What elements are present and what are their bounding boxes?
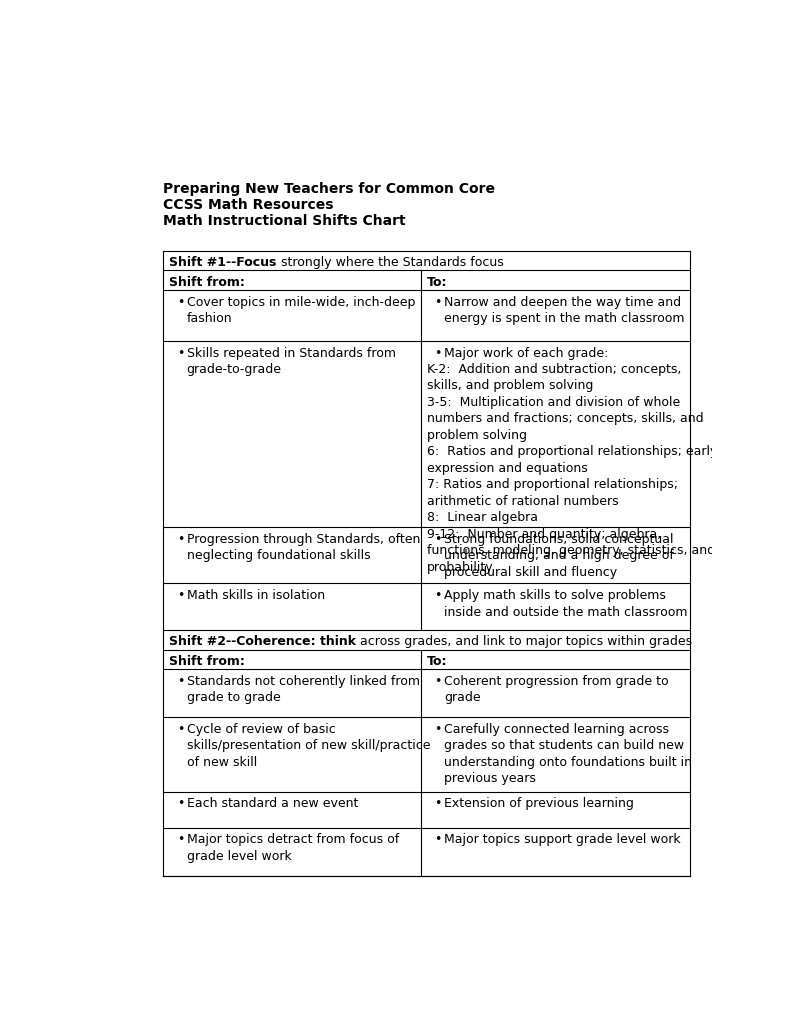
Text: strongly where the Standards focus: strongly where the Standards focus	[277, 256, 504, 269]
Text: •: •	[434, 532, 441, 546]
Text: Shift #2--Coherence: think: Shift #2--Coherence: think	[169, 635, 357, 648]
Text: Math skills in isolation: Math skills in isolation	[187, 589, 324, 602]
Text: •: •	[434, 675, 441, 688]
Text: Major work of each grade:: Major work of each grade:	[444, 347, 608, 360]
Text: •: •	[434, 723, 441, 736]
Text: •: •	[434, 347, 441, 360]
Text: •: •	[176, 347, 184, 360]
Text: K-2:  Addition and subtraction; concepts,
skills, and problem solving
3-5:  Mult: K-2: Addition and subtraction; concepts,…	[427, 362, 717, 573]
Text: •: •	[434, 834, 441, 847]
Text: Strong foundations, solid conceptual
understanding, and a high degree of
procedu: Strong foundations, solid conceptual und…	[444, 532, 674, 579]
Text: •: •	[176, 675, 184, 688]
Text: Major topics support grade level work: Major topics support grade level work	[444, 834, 680, 847]
Text: Math Instructional Shifts Chart: Math Instructional Shifts Chart	[163, 214, 406, 227]
Text: •: •	[176, 834, 184, 847]
Text: Apply math skills to solve problems
inside and outside the math classroom: Apply math skills to solve problems insi…	[444, 589, 687, 618]
Text: •: •	[176, 532, 184, 546]
Text: Standards not coherently linked from
grade to grade: Standards not coherently linked from gra…	[187, 675, 419, 705]
Text: Each standard a new event: Each standard a new event	[187, 797, 358, 810]
Text: Cover topics in mile-wide, inch-deep
fashion: Cover topics in mile-wide, inch-deep fas…	[187, 296, 415, 326]
Text: across grades, and link to major topics within grades: across grades, and link to major topics …	[357, 635, 692, 648]
Text: Cycle of review of basic
skills/presentation of new skill/practice
of new skill: Cycle of review of basic skills/presenta…	[187, 723, 430, 769]
Text: •: •	[434, 797, 441, 810]
Text: Preparing New Teachers for Common Core: Preparing New Teachers for Common Core	[163, 182, 495, 196]
Text: To:: To:	[427, 655, 448, 668]
Text: Shift #1--Focus: Shift #1--Focus	[169, 256, 277, 269]
Text: Extension of previous learning: Extension of previous learning	[444, 797, 634, 810]
Text: Skills repeated in Standards from
grade-to-grade: Skills repeated in Standards from grade-…	[187, 347, 396, 377]
Text: •: •	[434, 589, 441, 602]
Text: •: •	[176, 797, 184, 810]
Text: To:: To:	[427, 275, 448, 289]
Text: Carefully connected learning across
grades so that students can build new
unders: Carefully connected learning across grad…	[444, 723, 692, 785]
Text: Shift from:: Shift from:	[169, 275, 245, 289]
Text: •: •	[176, 589, 184, 602]
Text: Progression through Standards, often
neglecting foundational skills: Progression through Standards, often neg…	[187, 532, 420, 562]
Text: •: •	[434, 296, 441, 309]
Text: •: •	[176, 296, 184, 309]
Text: CCSS Math Resources: CCSS Math Resources	[163, 198, 334, 212]
Text: Coherent progression from grade to
grade: Coherent progression from grade to grade	[444, 675, 668, 705]
Text: Shift from:: Shift from:	[169, 655, 245, 668]
Text: Narrow and deepen the way time and
energy is spent in the math classroom: Narrow and deepen the way time and energ…	[444, 296, 684, 326]
Text: Major topics detract from focus of
grade level work: Major topics detract from focus of grade…	[187, 834, 399, 863]
Text: •: •	[176, 723, 184, 736]
